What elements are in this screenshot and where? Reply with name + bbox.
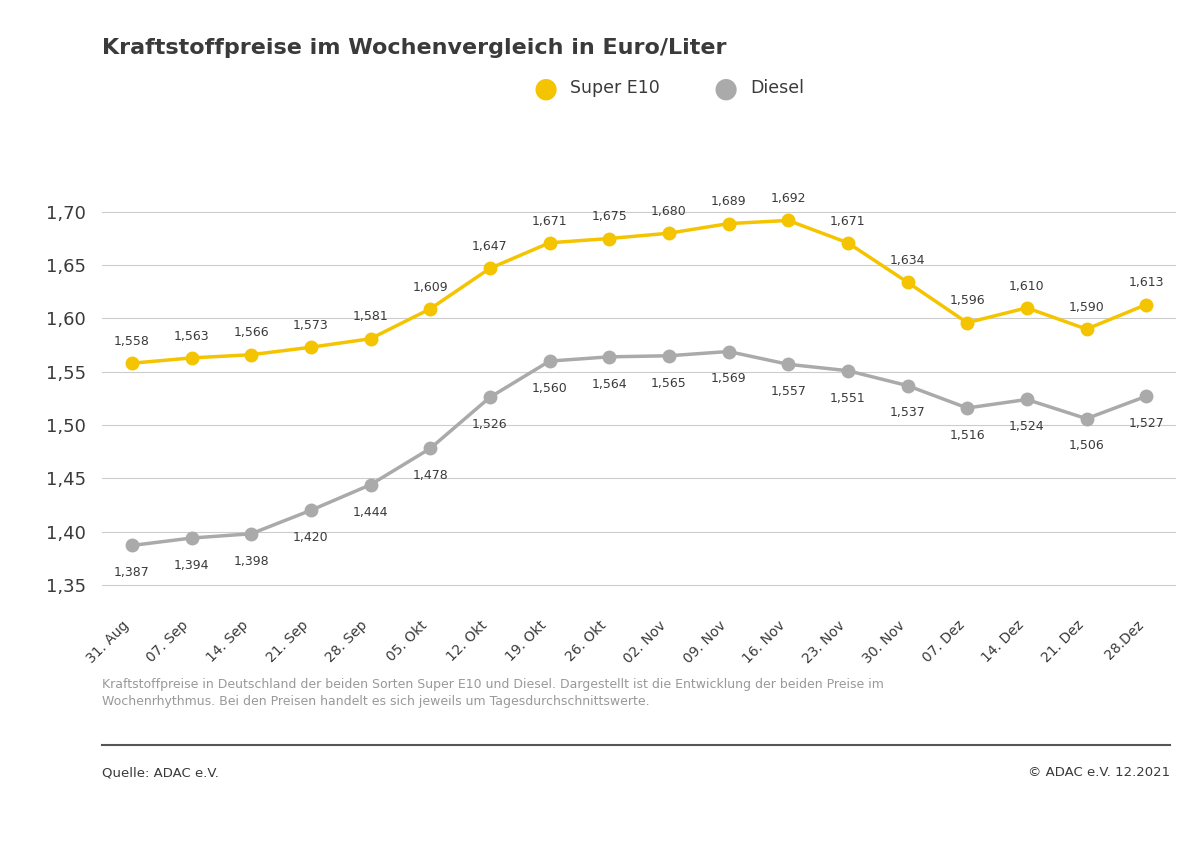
Text: Diesel: Diesel — [750, 79, 804, 98]
Text: 1,596: 1,596 — [949, 295, 985, 307]
Text: Quelle: ADAC e.V.: Quelle: ADAC e.V. — [102, 766, 218, 779]
Text: ●: ● — [714, 74, 738, 103]
Text: 1,537: 1,537 — [889, 407, 925, 419]
Text: 1,634: 1,634 — [889, 254, 925, 267]
Text: 1,610: 1,610 — [1009, 280, 1045, 292]
Text: ●: ● — [534, 74, 558, 103]
Text: 1,564: 1,564 — [592, 378, 626, 391]
Text: 1,613: 1,613 — [1128, 276, 1164, 290]
Text: Wochenrhythmus. Bei den Preisen handelt es sich jeweils um Tagesdurchschnittswer: Wochenrhythmus. Bei den Preisen handelt … — [102, 695, 649, 707]
Text: 1,551: 1,551 — [830, 392, 865, 404]
Text: 1,692: 1,692 — [770, 192, 806, 205]
Text: 1,478: 1,478 — [413, 469, 448, 482]
Text: 1,394: 1,394 — [174, 559, 209, 572]
Text: 1,566: 1,566 — [233, 327, 269, 339]
Text: 1,527: 1,527 — [1128, 417, 1164, 430]
Text: 1,420: 1,420 — [293, 531, 329, 544]
Text: 1,560: 1,560 — [532, 382, 568, 395]
Text: 1,524: 1,524 — [1009, 420, 1045, 434]
Text: 1,398: 1,398 — [233, 555, 269, 568]
Text: 1,689: 1,689 — [710, 195, 746, 208]
Text: © ADAC e.V. 12.2021: © ADAC e.V. 12.2021 — [1028, 766, 1170, 779]
Text: 1,590: 1,590 — [1069, 301, 1104, 314]
Text: 1,680: 1,680 — [650, 205, 686, 218]
Text: 1,516: 1,516 — [949, 429, 985, 442]
Text: 1,563: 1,563 — [174, 329, 209, 343]
Text: 1,671: 1,671 — [830, 215, 865, 227]
Text: Kraftstoffpreise in Deutschland der beiden Sorten Super E10 und Diesel. Dargeste: Kraftstoffpreise in Deutschland der beid… — [102, 678, 884, 690]
Text: 1,565: 1,565 — [650, 376, 686, 390]
Text: 1,647: 1,647 — [472, 240, 508, 253]
Text: 1,581: 1,581 — [353, 311, 389, 323]
Text: 1,671: 1,671 — [532, 215, 568, 227]
Text: 1,675: 1,675 — [592, 210, 628, 223]
Text: 1,573: 1,573 — [293, 319, 329, 332]
Text: 1,526: 1,526 — [472, 418, 508, 431]
Text: 1,557: 1,557 — [770, 385, 806, 398]
Text: 1,506: 1,506 — [1069, 440, 1104, 452]
Text: 1,609: 1,609 — [413, 280, 448, 294]
Text: Super E10: Super E10 — [570, 79, 660, 98]
Text: 1,387: 1,387 — [114, 567, 150, 579]
Text: Kraftstoffpreise im Wochenvergleich in Euro/Liter: Kraftstoffpreise im Wochenvergleich in E… — [102, 38, 726, 58]
Text: 1,444: 1,444 — [353, 505, 389, 519]
Text: 1,558: 1,558 — [114, 335, 150, 348]
Text: 1,569: 1,569 — [710, 372, 746, 386]
